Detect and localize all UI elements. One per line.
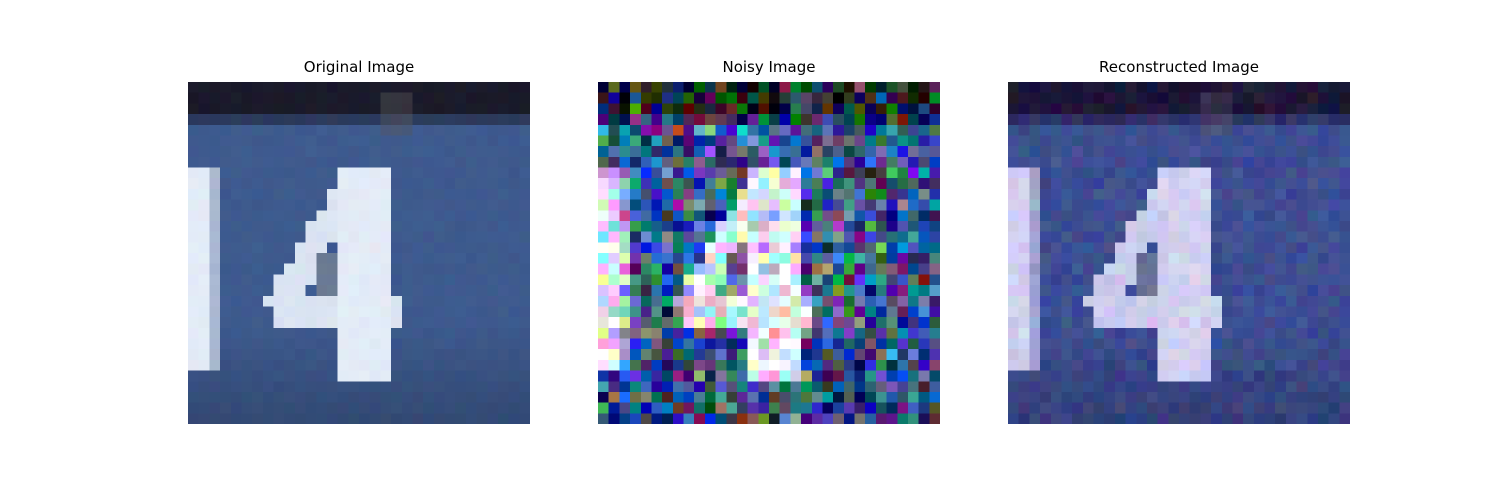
reconstructed-image <box>1008 82 1350 424</box>
panel-noisy: Noisy Image <box>598 56 940 424</box>
panel-title-reconstructed: Reconstructed Image <box>1099 58 1259 76</box>
panel-title-noisy: Noisy Image <box>722 58 816 76</box>
panel-title-original: Original Image <box>303 58 415 76</box>
panel-original: Original Image <box>188 56 530 424</box>
original-image <box>188 82 530 424</box>
panel-reconstructed: Reconstructed Image <box>1008 56 1350 424</box>
noisy-image <box>598 82 940 424</box>
